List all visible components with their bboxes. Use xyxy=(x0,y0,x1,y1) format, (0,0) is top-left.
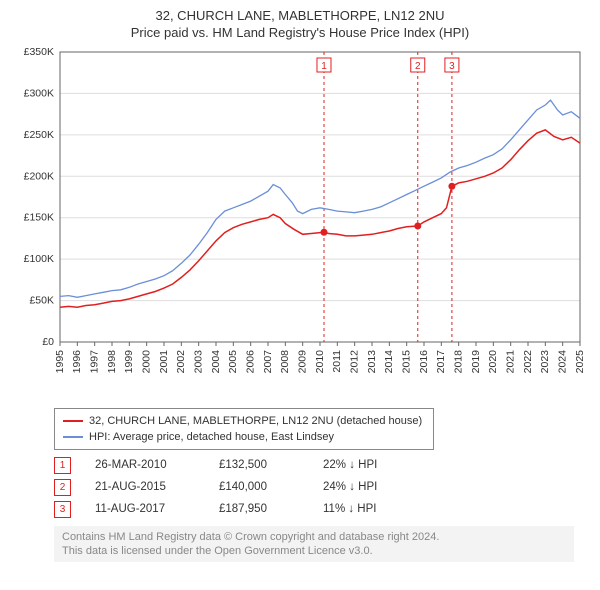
attribution: Contains HM Land Registry data © Crown c… xyxy=(54,526,574,562)
x-tick-label: 2014 xyxy=(383,350,395,374)
event-row: 3 11-AUG-2017 £187,950 11% ↓ HPI xyxy=(54,498,590,520)
event-row: 2 21-AUG-2015 £140,000 24% ↓ HPI xyxy=(54,476,590,498)
x-tick-label: 2015 xyxy=(400,350,412,374)
event-row-badge: 1 xyxy=(54,457,71,474)
x-tick-label: 2006 xyxy=(244,350,256,374)
x-tick-label: 1995 xyxy=(54,350,66,374)
chart-svg: £0 £50K £100K £150K £200K £250K £300K £350K 1995… xyxy=(10,42,590,402)
x-tick-label: 2019 xyxy=(470,350,482,374)
legend-swatch xyxy=(63,436,83,438)
event-price: £187,950 xyxy=(219,503,299,515)
event-row-badge: 3 xyxy=(54,501,71,518)
x-tick-label: 2011 xyxy=(331,350,343,373)
legend-swatch xyxy=(63,420,83,422)
y-tick-label: £250K xyxy=(24,129,54,141)
event-price: £132,500 xyxy=(219,459,299,471)
event-badge-number: 2 xyxy=(415,61,421,72)
event-dot xyxy=(320,229,327,236)
event-badge-number: 1 xyxy=(321,61,327,72)
x-tick-label: 2024 xyxy=(556,350,568,374)
x-tick-label: 2018 xyxy=(452,350,464,374)
x-tick-label: 2022 xyxy=(522,350,534,374)
y-tick-label: £350K xyxy=(24,46,54,58)
chart-titles: 32, CHURCH LANE, MABLETHORPE, LN12 2NU P… xyxy=(10,8,590,40)
event-date: 21-AUG-2015 xyxy=(95,481,195,493)
event-delta: 22% ↓ HPI xyxy=(323,459,413,471)
x-tick-label: 1999 xyxy=(123,350,135,374)
event-badge-number: 3 xyxy=(449,61,455,72)
event-date: 26-MAR-2010 xyxy=(95,459,195,471)
y-tick-label: £150K xyxy=(24,212,54,224)
x-tick-label: 2004 xyxy=(210,350,222,374)
legend-label: 32, CHURCH LANE, MABLETHORPE, LN12 2NU (… xyxy=(89,415,422,427)
legend-label: HPI: Average price, detached house, East… xyxy=(89,431,334,443)
event-dot xyxy=(448,183,455,190)
x-tick-label: 2010 xyxy=(314,350,326,374)
y-tick-label: £100K xyxy=(24,253,54,265)
chart: £0 £50K £100K £150K £200K £250K £300K £350K 1995… xyxy=(10,42,590,402)
x-tick-label: 2003 xyxy=(192,350,204,374)
x-tick-label: 1996 xyxy=(71,350,83,374)
x-tick-label: 2000 xyxy=(140,350,152,374)
x-tick-label: 2005 xyxy=(227,350,239,374)
event-price: £140,000 xyxy=(219,481,299,493)
y-tick-label: £50K xyxy=(29,295,54,307)
x-tick-label: 2002 xyxy=(175,350,187,374)
events-table: 1 26-MAR-2010 £132,500 22% ↓ HPI 2 21-AUG-201… xyxy=(54,454,590,520)
x-tick-label: 2001 xyxy=(158,350,170,374)
legend-item: HPI: Average price, detached house, East… xyxy=(63,429,425,445)
x-tick-label: 2009 xyxy=(296,350,308,374)
x-tick-label: 2007 xyxy=(262,350,274,374)
y-tick-label: £200K xyxy=(24,170,54,182)
x-tick-label: 2012 xyxy=(348,350,360,374)
y-tick-label: £300K xyxy=(24,87,54,99)
x-tick-label: 2016 xyxy=(418,350,430,374)
attribution-line1: Contains HM Land Registry data © Crown c… xyxy=(62,530,566,544)
event-delta: 11% ↓ HPI xyxy=(323,503,413,515)
event-dot xyxy=(414,223,421,230)
x-tick-label: 1997 xyxy=(88,350,100,374)
x-tick-label: 2013 xyxy=(366,350,378,374)
x-tick-label: 2017 xyxy=(435,350,447,374)
y-tick-label: £0 xyxy=(42,336,54,348)
event-row-badge: 2 xyxy=(54,479,71,496)
event-row: 1 26-MAR-2010 £132,500 22% ↓ HPI xyxy=(54,454,590,476)
title-line2: Price paid vs. HM Land Registry's House … xyxy=(10,25,590,40)
title-line1: 32, CHURCH LANE, MABLETHORPE, LN12 2NU xyxy=(10,8,590,23)
x-tick-label: 2021 xyxy=(504,350,516,374)
event-date: 11-AUG-2017 xyxy=(95,503,195,515)
legend-item: 32, CHURCH LANE, MABLETHORPE, LN12 2NU (… xyxy=(63,413,425,429)
x-tick-label: 2008 xyxy=(279,350,291,374)
event-delta: 24% ↓ HPI xyxy=(323,481,413,493)
x-tick-label: 2023 xyxy=(539,350,551,374)
attribution-line2: This data is licensed under the Open Gov… xyxy=(62,544,566,558)
x-tick-label: 2020 xyxy=(487,350,499,374)
legend: 32, CHURCH LANE, MABLETHORPE, LN12 2NU (… xyxy=(54,408,434,450)
x-tick-label: 2025 xyxy=(574,350,586,374)
x-tick-label: 1998 xyxy=(106,350,118,374)
